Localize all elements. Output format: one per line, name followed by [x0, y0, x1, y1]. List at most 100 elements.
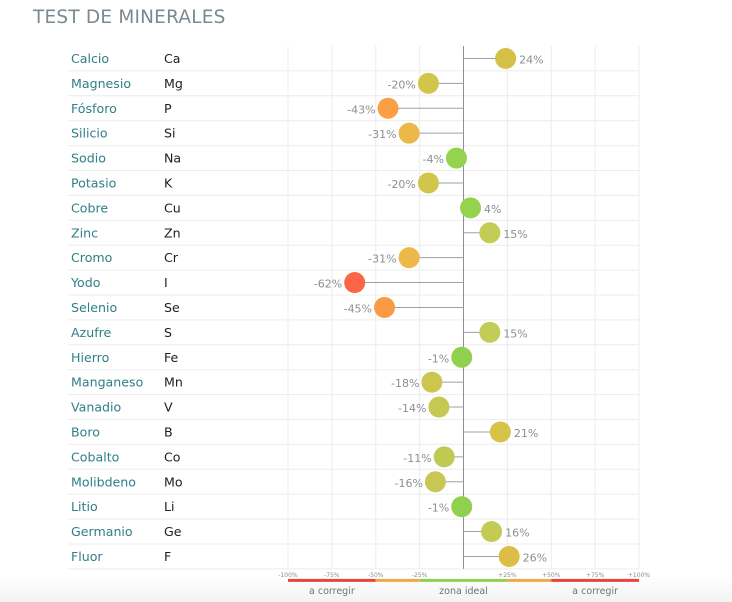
- mineral-symbol: S: [164, 325, 172, 340]
- x-axis: -100% -75% -50% -25% +25% +50% +75% +100% a corr…: [278, 572, 650, 597]
- mineral-symbol: P: [164, 101, 172, 116]
- mineral-name: Germanio: [71, 524, 133, 539]
- mineral-name: Potasio: [71, 175, 117, 190]
- page-title: TEST DE MINERALES: [33, 7, 226, 28]
- mineral-symbol: Ca: [164, 51, 181, 66]
- mineral-row: Selenio Se -45%: [71, 296, 464, 318]
- value-label: -4%: [423, 153, 444, 166]
- tick-label: -50%: [368, 572, 384, 579]
- lollipop-dot: [417, 172, 439, 194]
- tick-label: +75%: [586, 572, 605, 579]
- tick-label: -75%: [324, 572, 340, 579]
- mineral-symbol: Cr: [164, 250, 179, 265]
- lollipop-dot: [479, 321, 501, 343]
- mineral-name: Litio: [71, 499, 98, 514]
- mineral-symbol: Li: [164, 499, 175, 514]
- value-label: -31%: [368, 128, 396, 141]
- mineral-symbol: B: [164, 424, 173, 439]
- mineral-symbol: Co: [164, 449, 181, 464]
- mineral-name: Hierro: [71, 350, 110, 365]
- mineral-row: Cromo Cr -31%: [71, 247, 464, 269]
- mineral-row: Cobre Cu 4%: [71, 197, 501, 219]
- mineral-name: Fósforo: [71, 101, 117, 116]
- mineral-name: Zinc: [71, 225, 98, 240]
- lollipop-dot: [424, 471, 446, 493]
- lollipop-dot: [428, 396, 450, 418]
- lollipop-dot: [398, 247, 420, 269]
- mineral-symbol: Se: [164, 300, 180, 315]
- mineral-row: Magnesio Mg -20%: [71, 72, 464, 94]
- lollipop-dot: [344, 272, 366, 294]
- mineral-symbol: V: [164, 400, 173, 415]
- mineral-name: Sodio: [71, 151, 106, 166]
- value-label: 21%: [514, 427, 538, 440]
- value-label: -31%: [368, 253, 396, 266]
- lollipop-dot: [398, 122, 420, 144]
- mineral-symbol: Fe: [164, 350, 179, 365]
- mineral-row: Zinc Zn 15%: [71, 222, 528, 244]
- lollipop-dot: [460, 197, 482, 219]
- value-label: -20%: [387, 78, 415, 91]
- lollipop-dot: [377, 97, 399, 119]
- mineral-symbol: Si: [164, 126, 176, 141]
- mineral-row: Calcio Ca 24%: [71, 47, 544, 69]
- chart-rows: Calcio Ca 24% Magnesio Mg -20% Fósforo P -43% Sil…: [70, 47, 547, 567]
- lollipop-dot: [498, 545, 520, 567]
- mineral-row: Potasio K -20%: [71, 172, 464, 194]
- mineral-row: Silicio Si -31%: [71, 122, 464, 144]
- mineral-name: Molibdeno: [71, 474, 136, 489]
- mineral-symbol: Na: [164, 151, 181, 166]
- lollipop-dot: [495, 47, 517, 69]
- mineral-row: Boro B 21%: [71, 421, 538, 443]
- mineral-name: Silicio: [71, 126, 108, 141]
- mineral-row: Sodio Na -4%: [71, 147, 467, 169]
- mineral-symbol: Ge: [164, 524, 182, 539]
- mineral-row: Vanadio V -14%: [71, 396, 464, 418]
- lollipop-dot: [417, 72, 439, 94]
- mineral-row: Yodo I -62%: [70, 272, 464, 294]
- zone-bar: [419, 578, 508, 582]
- mineral-symbol: Mn: [164, 375, 183, 390]
- mineral-row: Azufre S 15%: [71, 321, 528, 343]
- zone-bar: [375, 578, 420, 582]
- mineral-symbol: Mo: [164, 474, 183, 489]
- value-label: 4%: [484, 203, 501, 216]
- mineral-row: Fluor F 26%: [71, 545, 547, 567]
- value-label: -20%: [387, 178, 415, 191]
- value-label: 15%: [503, 228, 527, 241]
- zone-bar: [288, 578, 376, 582]
- lollipop-dot: [374, 296, 396, 318]
- zone-bar: [507, 578, 552, 582]
- zone-label: zona ideal: [439, 586, 488, 597]
- value-label: -43%: [347, 103, 375, 116]
- mineral-name: Fluor: [71, 549, 103, 564]
- mineral-name: Vanadio: [71, 400, 122, 415]
- mineral-row: Hierro Fe -1%: [71, 346, 473, 368]
- mineral-symbol: K: [164, 175, 173, 190]
- mineral-symbol: F: [164, 549, 171, 564]
- mineral-name: Manganeso: [71, 375, 144, 390]
- zone-label: a corregir: [309, 586, 355, 597]
- value-label: -16%: [394, 477, 422, 490]
- lollipop-dot: [451, 496, 473, 518]
- mineral-name: Yodo: [70, 275, 101, 290]
- lollipop-dot: [489, 421, 511, 443]
- zone-label: a corregir: [572, 586, 618, 597]
- value-label: 26%: [523, 551, 547, 564]
- mineral-name: Boro: [71, 424, 100, 439]
- tick-label: +100%: [628, 572, 650, 579]
- mineral-name: Magnesio: [71, 76, 131, 91]
- mineral-symbol: Zn: [164, 225, 181, 240]
- value-label: -11%: [403, 452, 431, 465]
- lollipop-dot: [451, 346, 473, 368]
- value-label: -14%: [398, 402, 426, 415]
- mineral-symbol: I: [164, 275, 168, 290]
- zone-bar: [551, 578, 639, 582]
- mineral-row: Litio Li -1%: [71, 496, 473, 518]
- value-label: -62%: [314, 278, 342, 291]
- mineral-row: Molibdeno Mo -16%: [71, 471, 464, 493]
- value-label: -45%: [344, 302, 372, 315]
- value-label: 16%: [505, 527, 529, 540]
- mineral-symbol: Cu: [164, 200, 181, 215]
